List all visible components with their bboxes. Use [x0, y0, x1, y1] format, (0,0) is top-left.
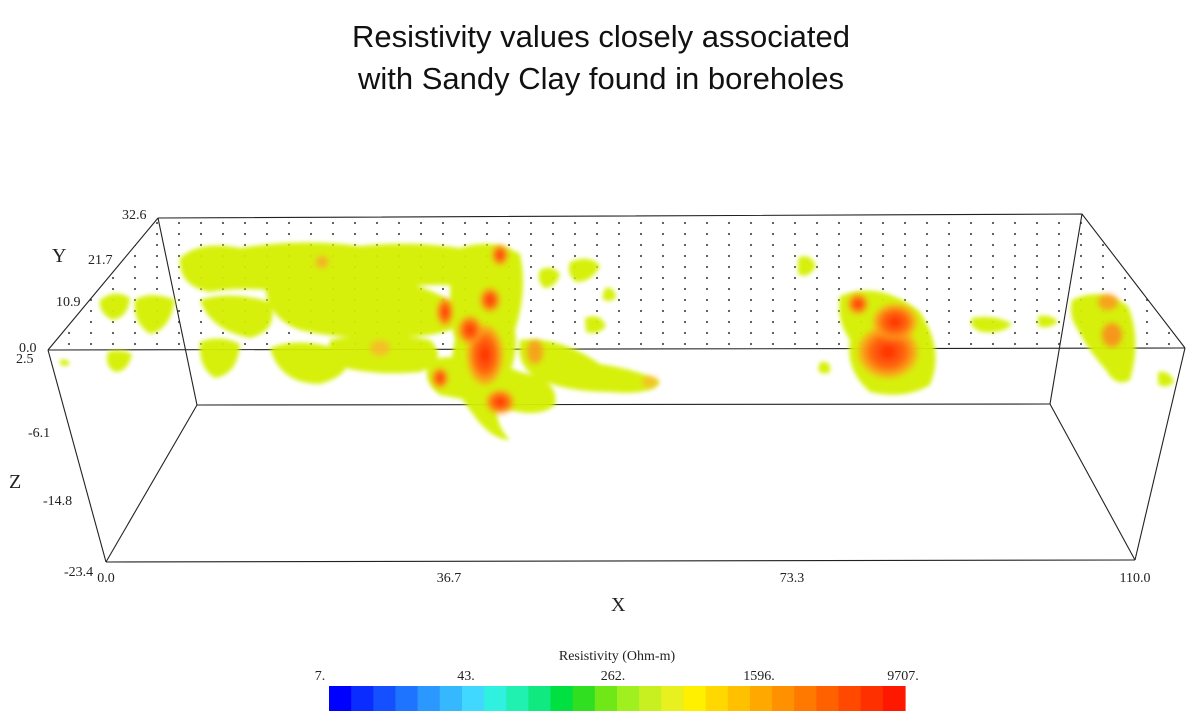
colorbar-segment [749, 686, 773, 711]
y-tick: 0.0 [19, 341, 37, 356]
colorbar-tick: 43. [457, 669, 475, 684]
colorbar-segment [373, 686, 397, 711]
colorbar-segment [727, 686, 751, 711]
y-tick: 10.9 [56, 295, 81, 310]
z-tick: 2.5 [16, 352, 34, 367]
colorbar-segment [417, 686, 441, 711]
colorbar-tick: 9707. [887, 669, 919, 684]
colorbar-segment [617, 686, 640, 711]
colorbar-segment [395, 686, 419, 711]
colorbar-segment [705, 686, 729, 711]
y-tick: 32.6 [122, 208, 147, 223]
colorbar-segment [528, 686, 552, 711]
colorbar-segment [550, 686, 574, 711]
x-tick: 36.7 [437, 571, 462, 586]
z-tick: -23.4 [64, 565, 93, 580]
colorbar-segment [594, 686, 618, 711]
colorbar-tick: 262. [601, 669, 626, 684]
x-axis-label: X [611, 594, 626, 616]
colorbar-segment [439, 686, 463, 711]
z-tick: -14.8 [43, 494, 72, 509]
colorbar-segment [794, 686, 817, 711]
colorbar-segment [572, 686, 596, 711]
colorbar-segment [838, 686, 862, 711]
chart-title: Resistivity values closely associated wi… [0, 16, 1202, 100]
z-tick: -6.1 [28, 426, 50, 441]
colorbar-segment [484, 686, 507, 711]
title-line-2: with Sandy Clay found in boreholes [358, 61, 844, 96]
x-tick: 73.3 [780, 571, 805, 586]
x-tick: 110.0 [1120, 571, 1151, 586]
colorbar [329, 686, 906, 711]
colorbar-segment [461, 686, 485, 711]
colorbar-label: Resistivity (Ohm-m) [559, 649, 676, 664]
colorbar-segment [772, 686, 795, 711]
colorbar-tick: 1596. [743, 669, 775, 684]
colorbar-tick: 7. [315, 669, 326, 684]
z-axis-label: Z [9, 471, 21, 493]
y-axis-label: Y [52, 245, 66, 267]
colorbar-segment [661, 686, 685, 711]
colorbar-segment [639, 686, 662, 711]
colorbar-segment [816, 686, 840, 711]
colorbar-segment [860, 686, 884, 711]
colorbar-segment [882, 686, 906, 711]
x-tick: 0.0 [97, 571, 115, 586]
colorbar-segment [506, 686, 529, 711]
colorbar-segment [683, 686, 707, 711]
title-line-1: Resistivity values closely associated [352, 19, 850, 54]
sandy-clay-high-blobs [316, 245, 1122, 414]
colorbar-segment [351, 686, 374, 711]
y-tick: 21.7 [88, 253, 113, 268]
colorbar-segment [329, 686, 352, 711]
box-wireframe [47, 213, 1186, 563]
